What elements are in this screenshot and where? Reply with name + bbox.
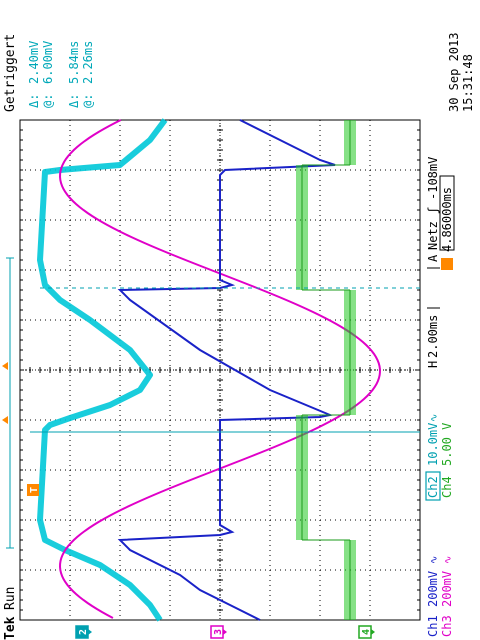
brand-label: Tek <box>3 616 18 640</box>
run-state-label: Run <box>3 587 18 610</box>
time-label: 15:31:48 <box>461 54 475 112</box>
ch3-ground-marker[interactable]: 3 <box>210 625 227 639</box>
time-at-value: 2.26ms <box>81 41 95 84</box>
acquisition-label: A <box>426 254 440 262</box>
trigger-marker-label: T <box>29 487 40 493</box>
ch3-waveform <box>59 119 381 619</box>
ch2-label: Ch2 <box>426 476 440 498</box>
trigger-level-marker-2[interactable] <box>2 416 8 424</box>
time-delta-symbol: Δ: <box>67 94 81 108</box>
trigger-position-icon <box>441 258 453 270</box>
ch2-delta-value: 2.40mV <box>27 41 41 84</box>
ch4-scale: 5.00 V <box>440 423 454 466</box>
ch3-label: Ch3 <box>440 615 454 637</box>
ac-coupling-icon: ∿ <box>429 556 440 564</box>
trigger-state-label: Getriggert <box>3 34 18 112</box>
trigger-source: Netz <box>426 221 440 250</box>
trigger-position-box[interactable] <box>439 175 455 251</box>
ch1-label: Ch1 <box>426 615 440 637</box>
trigger-position-marker[interactable]: T <box>27 484 40 496</box>
ch1-scale: 200mV <box>426 571 440 607</box>
trigger-position-value: 4.86000ms <box>440 187 454 252</box>
ch4-ground-marker-pointer <box>371 629 375 635</box>
ch3-ground-marker-pointer <box>223 629 227 635</box>
ch1-waveform <box>117 119 336 621</box>
ch4-waveform <box>296 120 356 620</box>
time-delta-value: 5.84ms <box>67 41 81 84</box>
ch4-label: Ch4 <box>440 476 454 498</box>
cursor-lines <box>30 287 420 433</box>
ac-coupling-icon: ∿ <box>443 556 454 564</box>
ch2-at-symbol: @: <box>41 94 55 108</box>
ch2-ground-marker[interactable]: 2 <box>75 625 92 639</box>
ch3-scale: 200mV <box>440 571 454 607</box>
ch4-ground-marker-label: 4 <box>361 629 372 635</box>
ch2-delta-symbol: Δ: <box>27 94 41 108</box>
ac-coupling-icon: ∿ <box>429 414 440 422</box>
trigger-slope-icon: ʃ <box>426 207 440 214</box>
ch2-ground-marker-label: 2 <box>78 629 89 635</box>
trigger-level: -108mV <box>426 157 440 200</box>
waveforms <box>37 118 381 622</box>
ch2-selected-box[interactable] <box>425 471 441 501</box>
date-label: 30 Sep 2013 <box>447 33 461 112</box>
trigger-level-marker[interactable] <box>2 362 8 370</box>
ch4-ground-marker[interactable]: 4 <box>358 625 375 639</box>
time-at-symbol: @: <box>81 94 95 108</box>
ch3-ground-marker-label: 3 <box>213 629 224 635</box>
ch2-ground-marker-pointer <box>88 629 92 635</box>
ch2-scale: 10.0mV <box>426 423 440 466</box>
horizontal-scale: 2.00ms <box>426 315 440 358</box>
horizontal-label: H <box>426 361 440 368</box>
ch2-at-value: 6.00mV <box>41 41 55 84</box>
trigger-marker-box <box>27 484 39 496</box>
ch2-waveform <box>37 118 168 622</box>
